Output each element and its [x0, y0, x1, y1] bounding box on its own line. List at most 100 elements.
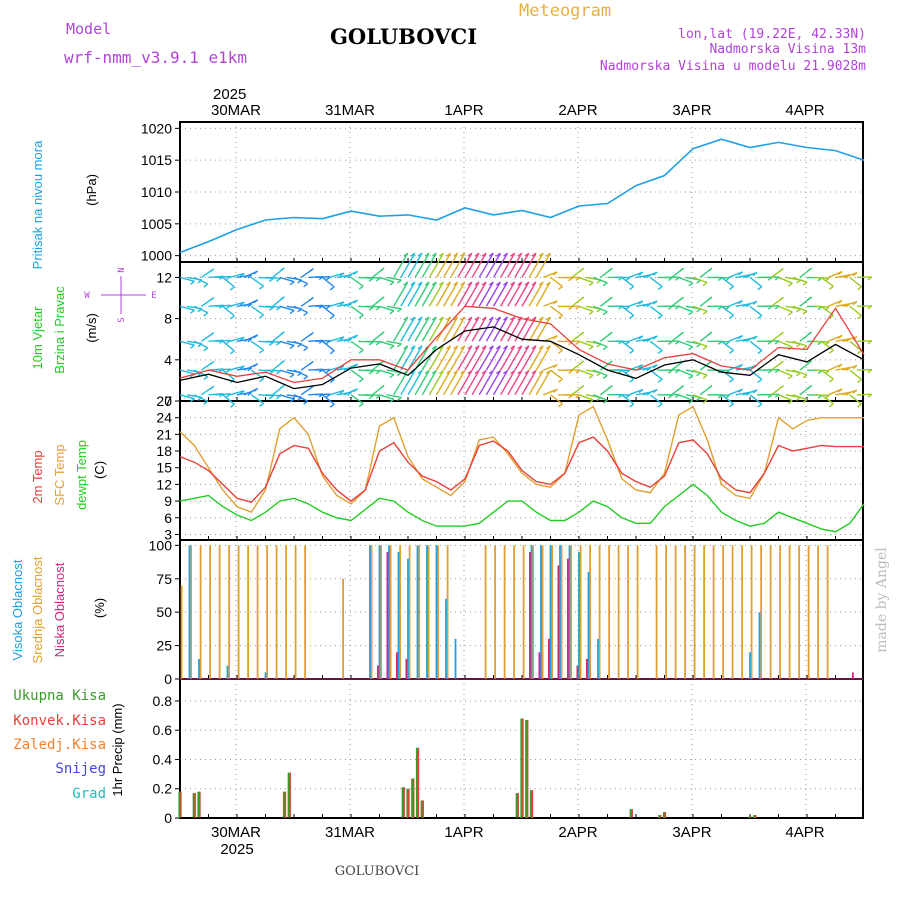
- wind-barb-head: [702, 374, 708, 379]
- conv-precip-bar: [754, 815, 757, 818]
- wind-barb-head: [828, 285, 834, 290]
- wind-barb-head: [329, 378, 335, 384]
- mid-cloud-bar: [513, 545, 515, 679]
- wind-barb: [485, 370, 501, 396]
- wind-barb-head: [531, 370, 537, 375]
- wind-barb-head: [852, 389, 858, 394]
- wind-barb-head: [403, 316, 409, 321]
- wind-barb-head: [446, 281, 451, 286]
- station-title: GOLUBOVCI: [330, 24, 477, 49]
- wind-barb: [193, 305, 209, 314]
- wind-barb-head: [446, 370, 451, 375]
- wind-barb: [792, 305, 808, 312]
- wind-barb: [550, 276, 563, 288]
- wind-barb-head: [203, 376, 209, 381]
- pressure-ytick-label: 1000: [141, 248, 172, 264]
- wind-barb-head: [303, 375, 309, 380]
- footer-station: GOLUBOVCI: [335, 864, 420, 879]
- wind-barb: [649, 369, 663, 380]
- wind-barb-head: [453, 345, 459, 350]
- top-day-label-4: 3APR: [672, 102, 711, 119]
- wind-barb-head: [347, 391, 352, 396]
- wind-barb-head: [688, 399, 694, 404]
- wind-barb: [649, 394, 663, 405]
- wind-barb: [322, 340, 335, 352]
- conv-precip-bar: [522, 718, 524, 818]
- wind-barb-head: [629, 286, 635, 291]
- wind-barb: [514, 281, 530, 307]
- wind-barb-head: [688, 346, 694, 351]
- wind-barb: [193, 276, 209, 285]
- wind-barb-head: [510, 252, 516, 257]
- wind-barb-head: [524, 281, 530, 286]
- wind-barb: [514, 345, 530, 371]
- temp-title-dewpt: dewpt Temp: [74, 440, 89, 510]
- bottom-day-label-4: 3APR: [672, 824, 711, 841]
- wind-barb: [179, 276, 195, 283]
- mid-cloud-bar: [627, 545, 629, 679]
- mid-cloud-bar: [722, 545, 724, 679]
- mid-cloud-bar: [684, 545, 686, 679]
- high-cloud-bar: [388, 545, 390, 679]
- mid-cloud-bar: [408, 545, 411, 679]
- wind-barb-head: [353, 388, 359, 393]
- conv-precip-bar: [412, 778, 415, 818]
- wind-barb: [492, 252, 509, 278]
- wind-barb-head: [688, 311, 694, 316]
- wind-barb: [435, 345, 452, 371]
- wind-barb: [293, 394, 308, 402]
- wind-barb: [322, 305, 335, 317]
- wind-barb-head: [552, 335, 558, 340]
- wind-barb: [507, 370, 523, 396]
- conv-precip-bar: [180, 791, 182, 818]
- wind-barb: [550, 369, 563, 380]
- wind-barb-head: [410, 252, 416, 257]
- wind-barb: [742, 300, 758, 307]
- wind-barb: [521, 252, 537, 278]
- mid-cloud-bar: [560, 545, 563, 679]
- wind-barb-head: [460, 281, 466, 286]
- low-cloud-bar: [377, 665, 379, 679]
- wind-barb-head: [857, 286, 862, 291]
- wind-barb-head: [431, 252, 437, 257]
- wind-barb-head: [568, 341, 574, 346]
- wind-title-line1: 10m Vjetar: [30, 306, 45, 370]
- wind-barb-head: [568, 306, 574, 311]
- wind-barb-head: [787, 375, 793, 380]
- wind-barb: [350, 305, 364, 316]
- wind-barb-head: [424, 281, 430, 286]
- mid-cloud-bar: [484, 545, 487, 679]
- wind-barb: [692, 305, 708, 312]
- wind-barb: [621, 305, 635, 316]
- wind-barb-head: [339, 336, 345, 341]
- wind-barb: [528, 345, 544, 371]
- wind-barb: [820, 340, 834, 351]
- conv-precip-bar: [289, 772, 291, 818]
- wind-barb: [621, 340, 635, 351]
- wind-barb-head: [558, 314, 563, 319]
- wind-barb-head: [802, 345, 808, 350]
- wind-barb-head: [259, 314, 264, 319]
- wind-barb: [842, 301, 858, 307]
- wind-barb-head: [602, 282, 608, 287]
- low-cloud-bar: [396, 652, 398, 679]
- wind-barb: [592, 369, 608, 377]
- wind-barb-head: [460, 370, 466, 375]
- wind-barb-head: [308, 268, 314, 273]
- mid-cloud-bar: [541, 545, 544, 679]
- precip-bar: [287, 772, 291, 818]
- wind-barb: [450, 252, 466, 278]
- high-cloud-bar: [597, 638, 599, 679]
- wind-barb: [279, 305, 295, 312]
- wind-barb: [521, 281, 537, 307]
- conv-precip-bar: [631, 809, 633, 818]
- mid-cloud-bar: [304, 545, 306, 679]
- mid-cloud-bar: [807, 545, 810, 679]
- model-elevation-label: Nadmorska Visina u modelu 21.9028m: [600, 59, 866, 74]
- temp-2m-line: [179, 436, 864, 503]
- wind-barb-head: [629, 349, 635, 354]
- wind-barb-head: [629, 378, 635, 383]
- wind-barb-head: [358, 314, 364, 319]
- wind-barb: [721, 394, 734, 405]
